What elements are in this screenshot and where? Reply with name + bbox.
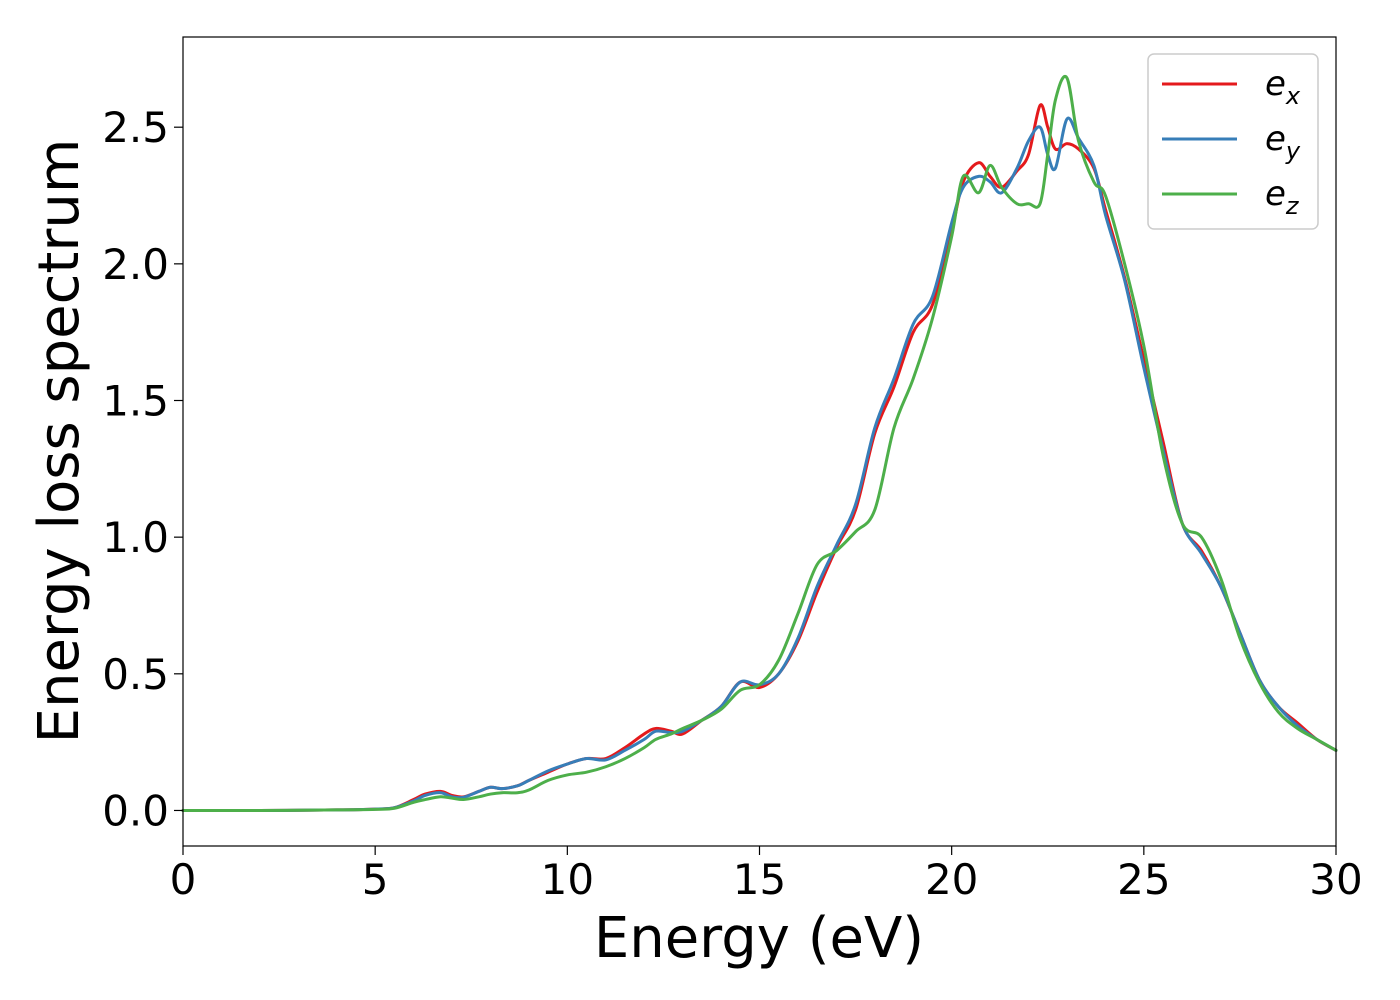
x-tick-label: 25 xyxy=(1117,855,1170,904)
x-tick-label: 30 xyxy=(1309,855,1362,904)
series-layer xyxy=(181,74,1338,813)
x-axis-ticks: 0 5 10 15 20 25 30 xyxy=(170,846,1363,904)
x-tick-label: 5 xyxy=(362,855,389,904)
y-tick-label: 2.0 xyxy=(102,240,169,289)
series-line-y xyxy=(181,116,1338,813)
x-tick-label: 15 xyxy=(733,855,786,904)
series-line-z xyxy=(181,74,1338,813)
x-tick-label: 0 xyxy=(170,855,197,904)
y-tick-label: 2.5 xyxy=(102,103,169,152)
y-axis-label: Energy loss spectrum xyxy=(27,139,92,744)
x-tick-label: 20 xyxy=(925,855,978,904)
y-tick-label: 1.0 xyxy=(102,513,169,562)
legend-box xyxy=(1147,53,1319,230)
y-tick-label: 0.0 xyxy=(102,786,169,835)
x-axis-label: Energy (eV) xyxy=(594,906,924,971)
y-axis-ticks: 0.0 0.5 1.0 1.5 2.0 2.5 xyxy=(102,103,183,835)
x-tick-label: 10 xyxy=(541,855,594,904)
y-tick-label: 1.5 xyxy=(102,377,169,426)
y-tick-label: 0.5 xyxy=(102,650,169,699)
